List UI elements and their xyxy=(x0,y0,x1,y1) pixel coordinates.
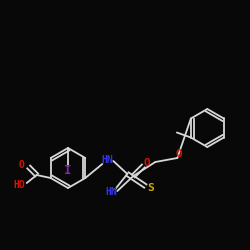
Text: I: I xyxy=(64,164,72,177)
Text: O: O xyxy=(176,149,183,159)
Text: HO: HO xyxy=(13,180,25,190)
Text: HN: HN xyxy=(106,187,117,197)
Text: S: S xyxy=(147,183,154,193)
Text: O: O xyxy=(19,160,25,170)
Text: O: O xyxy=(144,158,151,168)
Text: HN: HN xyxy=(102,155,113,165)
